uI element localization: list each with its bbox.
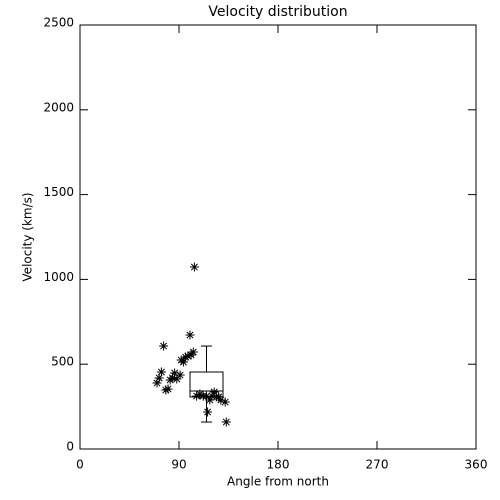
data-point <box>189 262 199 272</box>
data-point <box>203 407 213 417</box>
x-tick-label: 90 <box>171 458 186 472</box>
y-tick-label: 1500 <box>43 185 74 199</box>
y-tick-label: 0 <box>66 440 74 454</box>
data-point <box>220 397 230 407</box>
data-point <box>207 391 217 401</box>
x-tick-label: 180 <box>267 458 290 472</box>
plot-frame <box>79 24 477 450</box>
data-point <box>156 367 166 377</box>
data-point <box>216 395 226 405</box>
x-axis-label: Angle from north <box>227 475 329 489</box>
data-point <box>192 391 202 401</box>
data-point <box>159 341 169 351</box>
data-point <box>154 373 164 383</box>
data-point <box>161 385 171 395</box>
data-point <box>195 389 205 399</box>
data-point <box>205 395 215 405</box>
data-point <box>170 368 180 378</box>
data-point <box>178 357 188 367</box>
y-axis-label: Velocity (km/s) <box>21 192 35 281</box>
y-tick-label: 1000 <box>43 270 74 284</box>
y-tick-label: 2500 <box>43 16 74 30</box>
data-point <box>163 384 173 394</box>
data-point <box>152 378 162 388</box>
y-tick-label: 2000 <box>43 100 74 114</box>
data-point <box>185 330 195 340</box>
x-tick-label: 360 <box>465 458 488 472</box>
data-point <box>181 352 191 362</box>
data-point <box>202 391 211 401</box>
data-point <box>188 347 198 357</box>
x-tick-label: 0 <box>76 458 84 472</box>
data-point <box>172 374 182 384</box>
data-point <box>167 373 177 383</box>
data-point <box>209 387 219 397</box>
x-tick-label: 270 <box>366 458 389 472</box>
data-point <box>183 351 193 361</box>
data-point <box>221 417 231 427</box>
chart-title: Velocity distribution <box>208 4 347 20</box>
data-point <box>175 370 185 380</box>
y-tick-label: 500 <box>51 355 74 369</box>
data-point <box>186 350 196 360</box>
